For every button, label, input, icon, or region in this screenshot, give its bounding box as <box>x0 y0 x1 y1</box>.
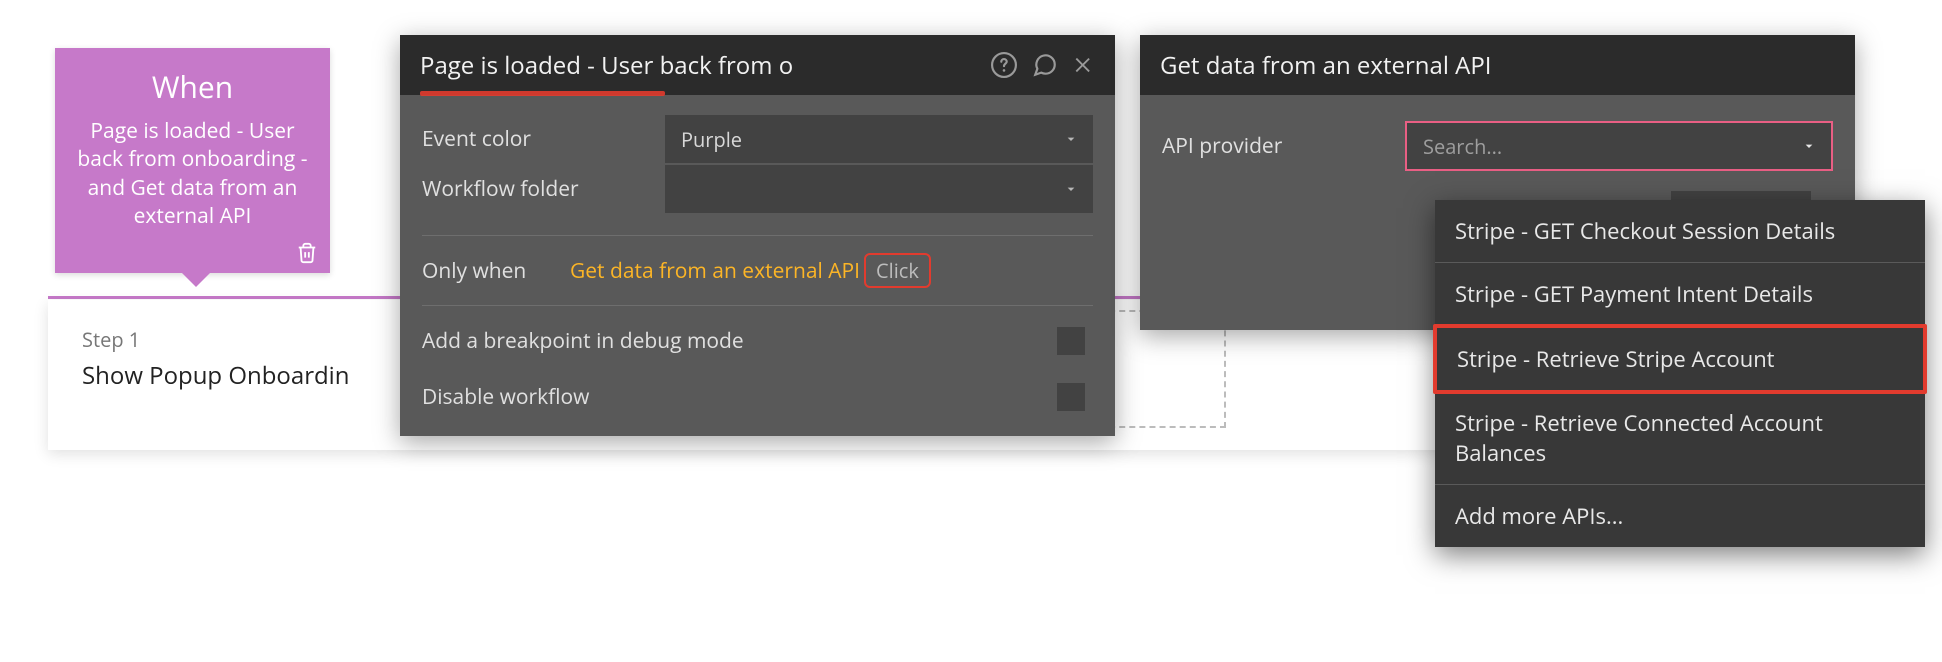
event-properties-panel: Page is loaded - User back from o Event … <box>400 35 1115 436</box>
breakpoint-checkbox[interactable] <box>1057 327 1085 355</box>
disable-workflow-checkbox[interactable] <box>1057 383 1085 411</box>
when-event-card[interactable]: When Page is loaded - User back from onb… <box>55 48 330 273</box>
chevron-down-icon <box>1801 138 1817 154</box>
only-when-expression[interactable]: Get data from an external API Click <box>570 253 931 288</box>
dropdown-item[interactable]: Stripe - Retrieve Connected Account Bala… <box>1435 392 1925 485</box>
chevron-down-icon <box>1063 131 1079 147</box>
api-provider-label: API provider <box>1162 132 1387 160</box>
close-icon[interactable] <box>1073 54 1095 76</box>
api-provider-dropdown: Stripe - GET Checkout Session Details St… <box>1435 200 1925 547</box>
api-provider-select[interactable]: Search... <box>1405 121 1833 171</box>
help-icon[interactable] <box>991 52 1017 78</box>
trash-icon[interactable] <box>296 241 318 265</box>
when-card-caret <box>182 273 210 287</box>
comment-icon[interactable] <box>1031 52 1059 78</box>
panel-header: Page is loaded - User back from o <box>400 35 1115 95</box>
dropdown-item[interactable]: Stripe - GET Payment Intent Details <box>1435 263 1925 326</box>
panel-header: Get data from an external API <box>1140 35 1855 95</box>
only-when-expr-text: Get data from an external API <box>570 257 860 285</box>
disable-workflow-label: Disable workflow <box>422 383 792 411</box>
event-color-select[interactable]: Purple <box>665 115 1093 163</box>
event-color-value: Purple <box>681 126 742 153</box>
when-title: When <box>71 66 314 107</box>
only-when-label: Only when <box>422 257 552 285</box>
workflow-folder-label: Workflow folder <box>422 175 647 203</box>
chevron-down-icon <box>1063 181 1079 197</box>
panel-title: Page is loaded - User back from o <box>420 49 977 82</box>
dropdown-item[interactable]: Stripe - GET Checkout Session Details <box>1435 200 1925 263</box>
event-color-label: Event color <box>422 125 647 153</box>
panel-title: Get data from an external API <box>1160 49 1835 82</box>
when-subtitle: Page is loaded - User back from onboardi… <box>71 117 314 230</box>
expression-click-token[interactable]: Click <box>864 253 931 288</box>
dropdown-item-add-more[interactable]: Add more APIs... <box>1435 485 1925 547</box>
api-provider-placeholder: Search... <box>1423 133 1502 160</box>
breakpoint-label: Add a breakpoint in debug mode <box>422 327 792 355</box>
dropdown-item-highlighted[interactable]: Stripe - Retrieve Stripe Account <box>1433 324 1927 394</box>
workflow-folder-select[interactable] <box>665 165 1093 213</box>
title-underline-highlight <box>420 91 665 96</box>
